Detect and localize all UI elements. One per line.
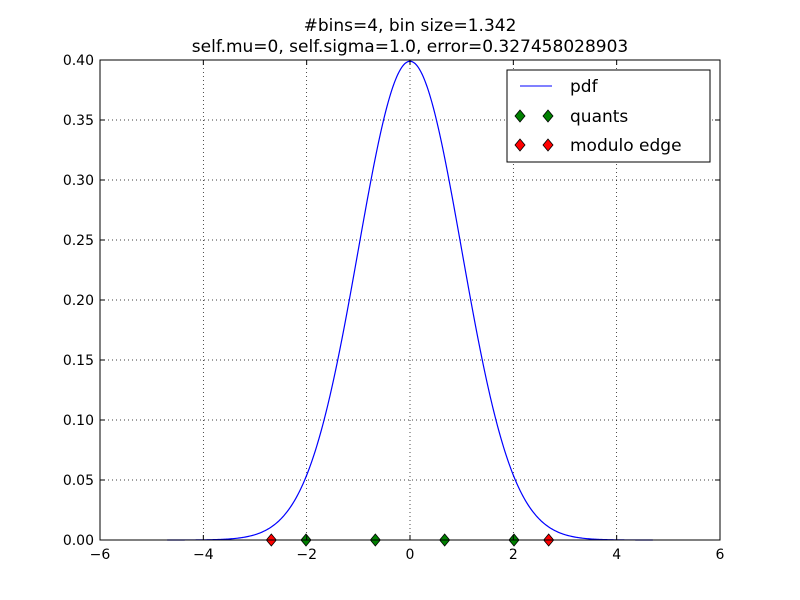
y-tick-label: 0.05 — [63, 473, 94, 489]
legend-quants-label: quants — [570, 107, 628, 127]
legend-quants-marker-1 — [514, 109, 526, 123]
y-tick-label: 0.10 — [63, 413, 94, 429]
legend-pdf-label: pdf — [570, 77, 599, 97]
y-tick-label: 0.20 — [63, 293, 94, 309]
y-tick-label: 0.30 — [63, 173, 94, 189]
axis-ticks: −6 −4 −2 0 2 4 6 0.00 0.05 0.10 0.15 0.20 0.25 0.30 0.… — [63, 53, 725, 563]
legend-modulo-edge-marker-1 — [514, 138, 526, 152]
y-tick-label: 0.00 — [63, 533, 94, 549]
y-tick-label: 0.15 — [63, 353, 94, 369]
legend-quants-marker-2 — [542, 109, 554, 123]
y-tick-label: 0.35 — [63, 113, 94, 129]
x-tick-label: −4 — [193, 547, 214, 563]
x-tick-label: 4 — [612, 547, 621, 563]
x-tick-label: 6 — [716, 547, 725, 563]
legend: pdf quants modulo edge — [506, 69, 711, 163]
x-tick-label: −6 — [90, 547, 111, 563]
x-tick-label: −2 — [296, 547, 317, 563]
chart-title-line-1: #bins=4, bin size=1.342 — [304, 16, 517, 36]
x-tick-label: 0 — [406, 547, 415, 563]
legend-modulo-edge-marker-2 — [542, 138, 554, 152]
y-tick-label: 0.25 — [63, 233, 94, 249]
legend-box — [506, 69, 711, 163]
chart-title-line-2: self.mu=0, self.sigma=1.0, error=0.32745… — [192, 37, 628, 57]
x-tick-label: 2 — [509, 547, 518, 563]
y-tick-label: 0.40 — [63, 53, 94, 69]
legend-modulo-edge-label: modulo edge — [570, 136, 682, 156]
